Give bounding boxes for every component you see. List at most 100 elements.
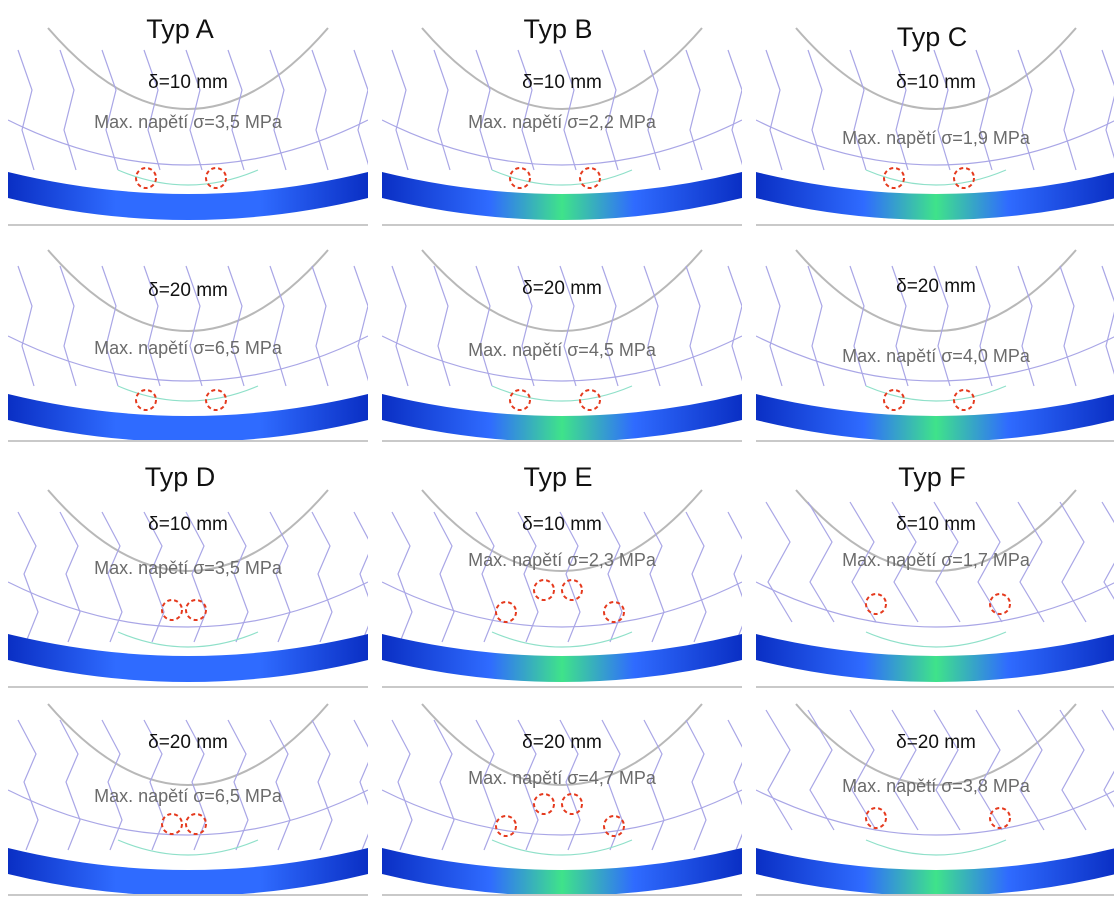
stress-point-marker (603, 601, 625, 623)
tread-band (382, 634, 742, 682)
cell-network (382, 265, 742, 387)
max-stress-label: Max. napětí σ=4,0 MPa (842, 346, 1030, 366)
deflection-label: δ=10 mm (148, 72, 228, 93)
stress-point-marker (579, 167, 601, 189)
panel-b-20mm: δ=20 mm Max. napětí σ=4,5 MPa (382, 236, 742, 444)
stress-point-marker (495, 601, 517, 623)
tread-band (8, 394, 368, 442)
panel-d-10mm: δ=10 mm Max. napětí σ=3,5 MPa (8, 482, 368, 690)
stress-point-marker (533, 793, 555, 815)
high-stress-lines (117, 839, 259, 856)
stress-point-marker (561, 793, 583, 815)
tread-band (8, 172, 368, 220)
cell-network (8, 265, 368, 387)
stress-point-marker (509, 389, 531, 411)
stress-point-marker (495, 815, 517, 837)
type-title-e: Typ E (523, 462, 593, 492)
stress-point-marker (161, 599, 183, 621)
deflection-label: δ=10 mm (148, 514, 228, 535)
hub-outline (795, 703, 1077, 786)
deflection-label: δ=20 mm (522, 732, 602, 753)
hub-outline (795, 489, 1077, 572)
max-stress-label: Max. napětí σ=2,3 MPa (468, 550, 656, 570)
high-stress-lines (865, 385, 1007, 402)
cell-network (756, 49, 1114, 171)
max-stress-label: Max. napětí σ=1,7 MPa (842, 550, 1030, 570)
hub-outline (421, 489, 703, 572)
stress-point-marker (989, 807, 1011, 829)
cell-network (382, 511, 742, 643)
high-stress-lines (491, 839, 633, 856)
tread-band (382, 394, 742, 442)
hub-outline (47, 249, 329, 332)
high-stress-lines (491, 631, 633, 648)
stress-point-marker (135, 389, 157, 411)
high-stress-lines (865, 839, 1007, 856)
max-stress-label: Max. napětí σ=4,7 MPa (468, 768, 656, 788)
fea-simulation-image (756, 489, 1114, 688)
tread-band (756, 394, 1114, 442)
type-title-f: Typ F (898, 462, 966, 492)
panel-a-10mm: δ=10 mm Max. napětí σ=3,5 MPa (8, 20, 368, 228)
stress-point-marker (989, 593, 1011, 615)
high-stress-lines (117, 385, 259, 402)
type-title-a: Typ A (146, 14, 214, 44)
hub-outline (421, 703, 703, 786)
stress-point-marker (603, 815, 625, 837)
deflection-label: δ=10 mm (522, 514, 602, 535)
deflection-label: δ=20 mm (148, 280, 228, 301)
stress-point-marker (533, 579, 555, 601)
max-stress-label: Max. napětí σ=6,5 MPa (94, 338, 282, 358)
type-title-c: Typ C (896, 22, 968, 52)
fea-simulation-image (756, 249, 1114, 442)
high-stress-lines (491, 385, 633, 402)
stress-point-marker (953, 167, 975, 189)
panel-a-20mm: δ=20 mm Max. napětí σ=6,5 MPa (8, 236, 368, 444)
hub-outline (421, 249, 703, 332)
fea-simulation-image (382, 249, 742, 442)
stress-point-marker (135, 167, 157, 189)
hub-outline (47, 703, 329, 786)
tread-band (382, 848, 742, 896)
max-stress-label: Max. napětí σ=6,5 MPa (94, 786, 282, 806)
stress-point-marker (509, 167, 531, 189)
deflection-label: δ=20 mm (896, 276, 976, 297)
deflection-label: δ=10 mm (896, 514, 976, 535)
panel-e-20mm: δ=20 mm Max. napětí σ=4,7 MPa (382, 690, 742, 898)
stress-point-marker (953, 389, 975, 411)
max-stress-label: Max. napětí σ=3,5 MPa (94, 112, 282, 132)
cell-network (382, 49, 742, 171)
panel-f-10mm: δ=10 mm Max. napětí σ=1,7 MPa (756, 482, 1114, 690)
panel-e-10mm: δ=10 mm Max. napětí σ=2,3 MPa (382, 482, 742, 690)
panel-f-20mm: δ=20 mm Max. napětí σ=3,8 MPa (756, 690, 1114, 898)
cell-network (756, 501, 1114, 628)
panel-c-10mm: δ=10 mm Max. napětí σ=1,9 MPa (756, 20, 1114, 228)
hub-outline (47, 27, 329, 110)
high-stress-lines (491, 169, 633, 186)
panel-b-10mm: δ=10 mm Max. napětí σ=2,2 MPa (382, 20, 742, 228)
cell-network (382, 719, 742, 851)
fea-simulation-image (8, 703, 368, 896)
stress-point-marker (161, 813, 183, 835)
hub-outline (47, 489, 329, 572)
panel-d-20mm: δ=20 mm Max. napětí σ=6,5 MPa (8, 690, 368, 898)
type-title-b: Typ B (523, 14, 593, 44)
stress-point-marker (883, 389, 905, 411)
high-stress-lines (117, 169, 259, 186)
stress-point-marker (561, 579, 583, 601)
max-stress-label: Max. napětí σ=4,5 MPa (468, 340, 656, 360)
stress-point-marker (205, 389, 227, 411)
stress-point-marker (865, 593, 887, 615)
hub-outline (795, 27, 1077, 110)
fea-simulation-image (756, 703, 1114, 896)
fea-simulation-image (756, 27, 1114, 226)
max-stress-label: Max. napětí σ=2,2 MPa (468, 112, 656, 132)
tread-band (756, 634, 1114, 682)
deflection-label: δ=10 mm (522, 72, 602, 93)
fea-simulation-image (382, 489, 742, 688)
type-title-d: Typ D (144, 462, 216, 492)
fea-simulation-image (8, 249, 368, 442)
cell-network (8, 511, 368, 643)
high-stress-lines (865, 631, 1007, 648)
stress-point-marker (205, 167, 227, 189)
